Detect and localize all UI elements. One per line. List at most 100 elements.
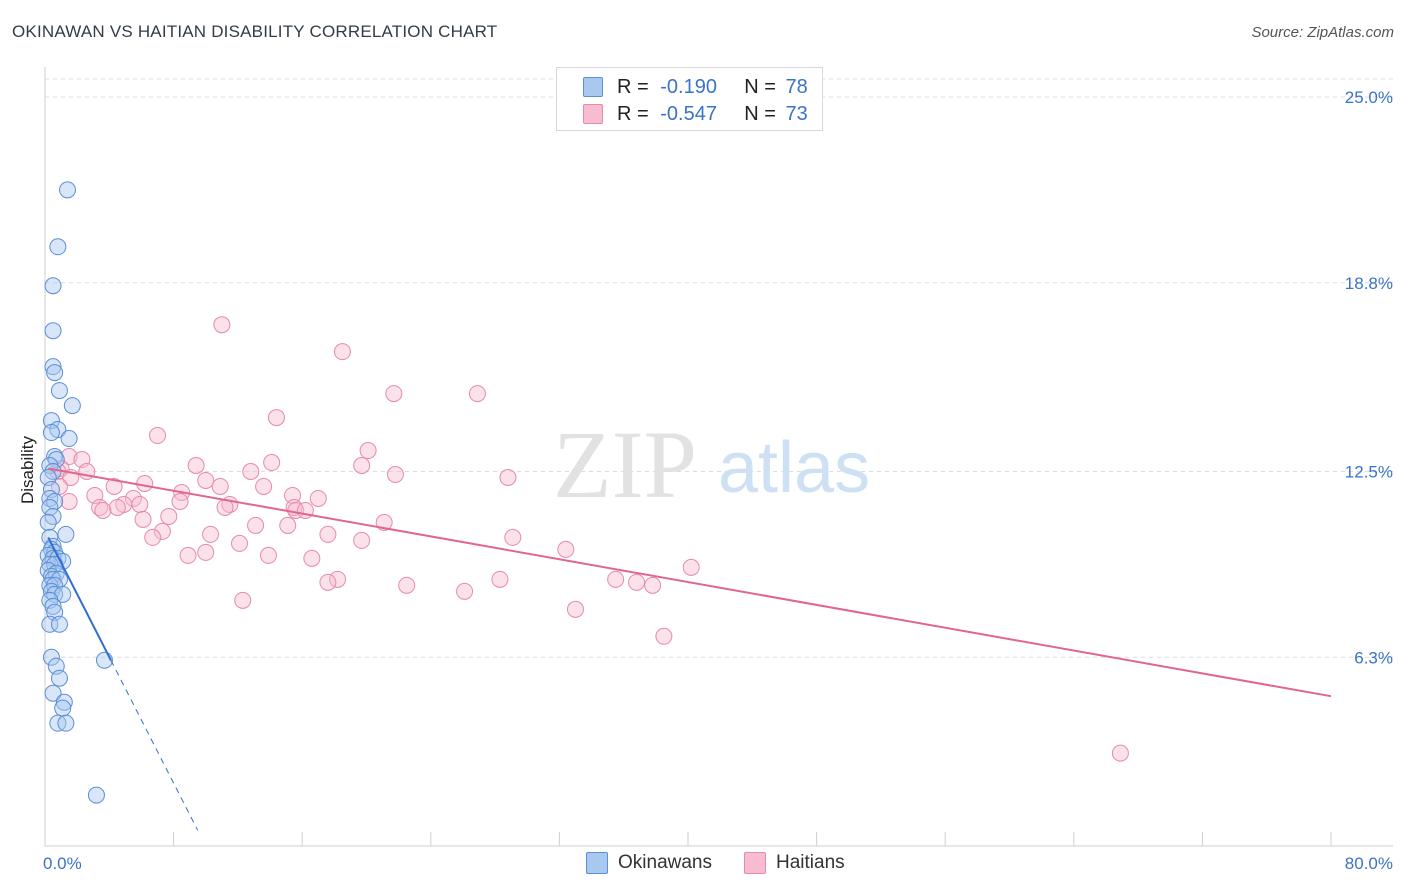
haitian-point <box>607 570 625 588</box>
x-tick-label: 80.0% <box>1345 854 1393 873</box>
haitian-point <box>231 534 249 552</box>
chart-title: OKINAWAN VS HAITIAN DISABILITY CORRELATI… <box>12 22 498 41</box>
haitian-point <box>144 528 162 546</box>
haitian-point <box>566 600 584 618</box>
y-axis-title: Disability <box>18 435 37 504</box>
trend-lines <box>47 467 1332 831</box>
okinawans-label: Okinawans <box>618 852 712 873</box>
okinawan-trend-line <box>47 536 112 661</box>
haitian-point <box>211 477 229 495</box>
watermark-atlas: atlas <box>718 428 870 508</box>
haitian-point <box>386 465 404 483</box>
series-legend: Okinawans Haitians <box>586 852 877 874</box>
haitian-swatch <box>583 104 603 124</box>
source-label: Source: ZipAtlas.com <box>1251 24 1394 41</box>
haitian-point <box>333 343 351 361</box>
x-tick-label: 0.0% <box>43 854 82 873</box>
haitian-trend-line <box>48 467 1332 698</box>
haitian-point <box>247 516 265 534</box>
okinawan-point <box>42 424 60 442</box>
legend-item-haitians[interactable]: Haitians <box>744 852 845 874</box>
gridlines <box>45 78 1393 658</box>
okinawan-point <box>44 358 62 376</box>
haitian-point <box>398 576 416 594</box>
y-tick-label: 12.5% <box>1345 463 1393 482</box>
okinawan-point <box>60 430 78 448</box>
okinawan-point <box>41 489 59 507</box>
stats-legend: R = -0.190 N = 78 R = -0.547 N = 73 <box>556 67 823 131</box>
okinawan-point <box>41 498 59 516</box>
okinawan-point <box>50 615 68 633</box>
okinawan-point <box>44 322 62 340</box>
haitian-point <box>160 507 178 525</box>
legend-item-okinawans[interactable]: Okinawans <box>586 852 712 874</box>
okinawan-point <box>59 181 77 199</box>
okinawan-point <box>46 364 64 382</box>
okinawan-point <box>41 615 59 633</box>
watermark-zip: ZIP <box>553 411 697 518</box>
haitian-point <box>279 516 297 534</box>
legend-n-value: 73 <box>785 102 808 125</box>
haitian-point <box>319 573 337 591</box>
axes <box>44 67 1393 847</box>
haitians-label: Haitians <box>776 852 845 873</box>
haitian-point <box>202 525 220 543</box>
haitian-point <box>187 457 205 475</box>
haitian-point <box>105 477 123 495</box>
okinawan-point <box>63 397 81 415</box>
haitian-point <box>213 316 231 334</box>
haitian-point <box>255 477 273 495</box>
haitian-point <box>499 468 517 486</box>
haitian-point <box>153 522 171 540</box>
haitian-point <box>134 510 152 528</box>
haitian-point <box>94 501 112 519</box>
okinawan-swatch <box>583 77 603 97</box>
legend-r-value: -0.190 <box>660 75 717 98</box>
okinawan-point <box>41 576 59 594</box>
okinawan-point <box>50 382 68 400</box>
legend-row-okinawan: R = -0.190 N = 78 <box>583 75 808 99</box>
haitian-point <box>91 498 109 516</box>
haitian-point <box>60 492 78 510</box>
legend-r-label: R = <box>617 75 649 98</box>
okinawan-point <box>44 277 62 295</box>
haitian-point <box>242 463 260 480</box>
haitian-point <box>628 573 646 591</box>
legend-n-value: 78 <box>785 75 808 98</box>
okinawans-swatch <box>586 852 608 874</box>
haitian-point <box>303 549 321 567</box>
haitian-points <box>49 316 1129 762</box>
okinawan-point <box>44 684 62 702</box>
okinawan-point <box>46 448 64 466</box>
legend-n-label: N = <box>744 102 776 125</box>
haitian-point <box>124 489 142 507</box>
haitian-point <box>353 457 371 475</box>
haitian-point <box>644 576 662 594</box>
haitian-point <box>353 531 371 549</box>
haitian-point <box>655 627 673 645</box>
haitian-point <box>682 558 700 576</box>
okinawan-trend-extension <box>110 660 199 831</box>
y-tick-label: 6.3% <box>1354 648 1393 667</box>
okinawan-point <box>50 669 68 687</box>
haitian-point <box>197 543 215 561</box>
haitian-point <box>131 495 149 513</box>
haitian-point <box>309 489 327 507</box>
haitian-point <box>197 471 215 489</box>
haitian-point <box>60 448 78 466</box>
haitian-point <box>319 525 337 543</box>
haitian-point <box>385 385 403 403</box>
haitian-point <box>108 498 126 516</box>
haitian-point <box>259 546 277 564</box>
haitian-point <box>1111 744 1129 762</box>
legend-row-haitian: R = -0.547 N = 73 <box>583 102 808 126</box>
okinawan-point <box>39 513 57 531</box>
haitian-point <box>179 546 197 564</box>
haitian-point <box>359 442 377 460</box>
okinawan-point <box>57 714 75 732</box>
legend-n-label: N = <box>744 75 776 98</box>
legend-r-label: R = <box>617 102 649 125</box>
haitian-point <box>557 540 575 558</box>
haitian-point <box>504 528 522 546</box>
haitian-point <box>136 474 154 492</box>
